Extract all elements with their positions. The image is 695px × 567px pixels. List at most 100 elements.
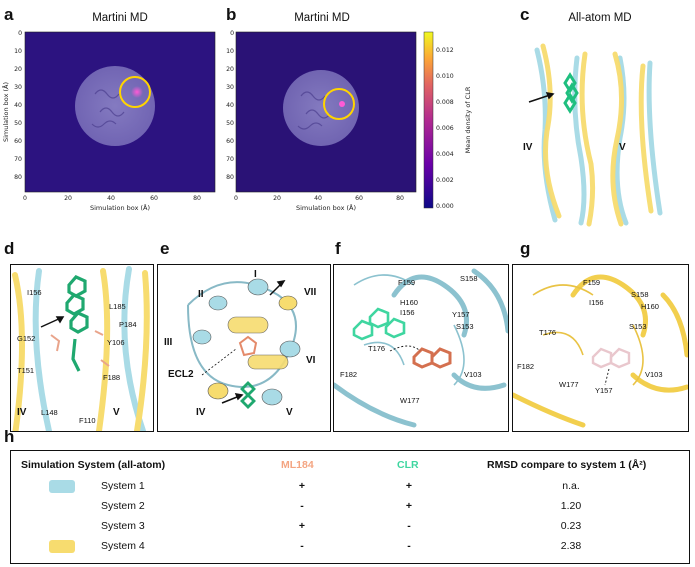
ytick: 70 — [226, 156, 234, 163]
ytick: 50 — [226, 120, 234, 127]
cbar-tick: 0.010 — [436, 73, 454, 80]
header-system: Simulation System (all-atom) — [21, 459, 166, 471]
residue-label: F110 — [79, 416, 96, 425]
system4-swatch — [49, 540, 75, 553]
ytick: 40 — [226, 102, 234, 109]
panel-g-box: F159 S158 I156 H160 T176 S153 F182 V103 … — [512, 264, 689, 432]
ml184-molecule-f — [412, 347, 452, 369]
protein-texture-b — [297, 91, 331, 130]
hotspot-a — [131, 86, 143, 98]
residue-label: T151 — [17, 366, 34, 375]
residue-label: W177 — [559, 380, 579, 389]
panel-d-structure: I156 L185 P184 G152 Y106 T151 F188 L148 … — [12, 266, 150, 431]
panel-f-structure: F159 S158 H160 I156 Y157 T176 S153 F182 … — [334, 268, 508, 428]
panel-label-a: a — [4, 5, 14, 24]
heatmap-b: 0 10 20 30 40 50 60 70 80 0 20 40 60 80 … — [226, 30, 417, 212]
system-table: Simulation System (all-atom) ML184 CLR R… — [10, 450, 690, 564]
ylabel-a: Simulation box (Å) — [1, 82, 10, 142]
residue-label: Y157 — [452, 310, 470, 319]
residue-label: L185 — [109, 302, 126, 311]
clr-molecule-f — [352, 307, 406, 341]
helix-label-e: III — [164, 337, 173, 348]
xtick: 0 — [234, 195, 238, 202]
residue-label: F182 — [517, 362, 534, 371]
cbar-tick: 0.002 — [436, 177, 454, 184]
hotspot-b — [339, 101, 345, 107]
row-system2-ml184: - — [300, 500, 304, 512]
ligand-e — [238, 335, 258, 357]
row-system1-rmsd: n.a. — [562, 480, 580, 492]
xtick: 60 — [355, 195, 363, 202]
cbar-tick: 0.012 — [436, 47, 454, 54]
residue-label: P184 — [119, 320, 137, 329]
xtick: 60 — [150, 195, 158, 202]
helix-label-e: V — [286, 407, 293, 418]
cbar-tick: 0.006 — [436, 125, 454, 132]
helix-label-c-v: V — [619, 142, 626, 153]
residue-label: H160 — [400, 298, 418, 307]
cbar-tick: 0.000 — [436, 203, 454, 210]
row-system1-ml184: + — [298, 480, 306, 492]
residue-label: I156 — [589, 298, 604, 307]
ring-a — [119, 76, 151, 108]
xtick: 80 — [396, 195, 404, 202]
helix-label-d-v: V — [113, 407, 120, 418]
panel-label-b: b — [226, 5, 237, 24]
row-system3-name: System 3 — [101, 520, 145, 532]
panel-d-box: I156 L185 P184 G152 Y106 T151 F188 L148 … — [10, 264, 154, 432]
row-system4-name: System 4 — [101, 540, 145, 552]
residue-label: S158 — [460, 274, 478, 283]
panel-label-g: g — [520, 239, 531, 258]
residue-label: I156 — [400, 308, 415, 317]
ytick: 80 — [226, 174, 234, 181]
protein-texture-a — [91, 89, 125, 128]
residue-label: W177 — [400, 396, 420, 405]
panel-b-title: Martini MD — [294, 12, 350, 24]
clr-molecule-e — [240, 381, 256, 409]
helix-label-e: II — [198, 289, 204, 300]
residue-label: H160 — [641, 302, 659, 311]
ytick: 70 — [14, 156, 22, 163]
xtick: 20 — [64, 195, 72, 202]
colorbar: 0.000 0.002 0.004 0.006 0.008 0.010 0.01… — [423, 31, 472, 210]
ytick: 50 — [14, 120, 22, 127]
clr-molecule-c — [563, 72, 579, 114]
helix-label-e: VII — [304, 287, 316, 298]
residue-label: T176 — [368, 344, 385, 353]
xticks-b: 0 20 40 60 80 — [234, 195, 404, 202]
system1-swatch — [49, 480, 75, 493]
header-rmsd: RMSD compare to system 1 (Å²) — [487, 459, 647, 471]
ecl2-pointer — [201, 348, 237, 376]
xtick: 40 — [314, 195, 322, 202]
row-system3-ml184: + — [298, 520, 306, 532]
ytick: 20 — [14, 66, 22, 73]
protein-disk-b — [283, 70, 359, 146]
helix-label-e: IV — [196, 407, 206, 418]
panel-g-structure: F159 S158 I156 H160 T176 S153 F182 V103 … — [513, 274, 688, 428]
panel-c-title: All-atom MD — [568, 12, 632, 24]
yticks-a: 0 10 20 30 40 50 60 70 80 — [14, 30, 22, 181]
residue-label: S153 — [629, 322, 647, 331]
row-system4-clr: - — [407, 540, 411, 552]
arrows-e — [221, 279, 286, 404]
ytick: 80 — [14, 174, 22, 181]
colorbar-gradient — [423, 31, 434, 209]
row-system1-clr: + — [405, 480, 413, 492]
ring-b — [323, 88, 355, 120]
yticks-b: 0 10 20 30 40 50 60 70 80 — [226, 30, 234, 181]
ytick: 10 — [226, 48, 234, 55]
row-system3-clr: - — [407, 520, 411, 532]
heatmap-a: 0 10 20 30 40 50 60 70 80 0 20 40 60 80 … — [1, 30, 216, 212]
cbar-tick: 0.004 — [436, 151, 454, 158]
residue-label: F182 — [340, 370, 357, 379]
ytick: 20 — [226, 66, 234, 73]
row-system2-clr: + — [405, 500, 413, 512]
panel-f-box: F159 S158 H160 I156 Y157 T176 S153 F182 … — [333, 264, 509, 432]
xtick: 20 — [273, 195, 281, 202]
ytick: 30 — [226, 84, 234, 91]
ytick: 60 — [14, 138, 22, 145]
hbond-g — [604, 368, 610, 386]
helix-label-e: I — [254, 269, 257, 280]
panel-label-c: c — [520, 5, 530, 24]
heatmap-b-area — [235, 31, 417, 193]
